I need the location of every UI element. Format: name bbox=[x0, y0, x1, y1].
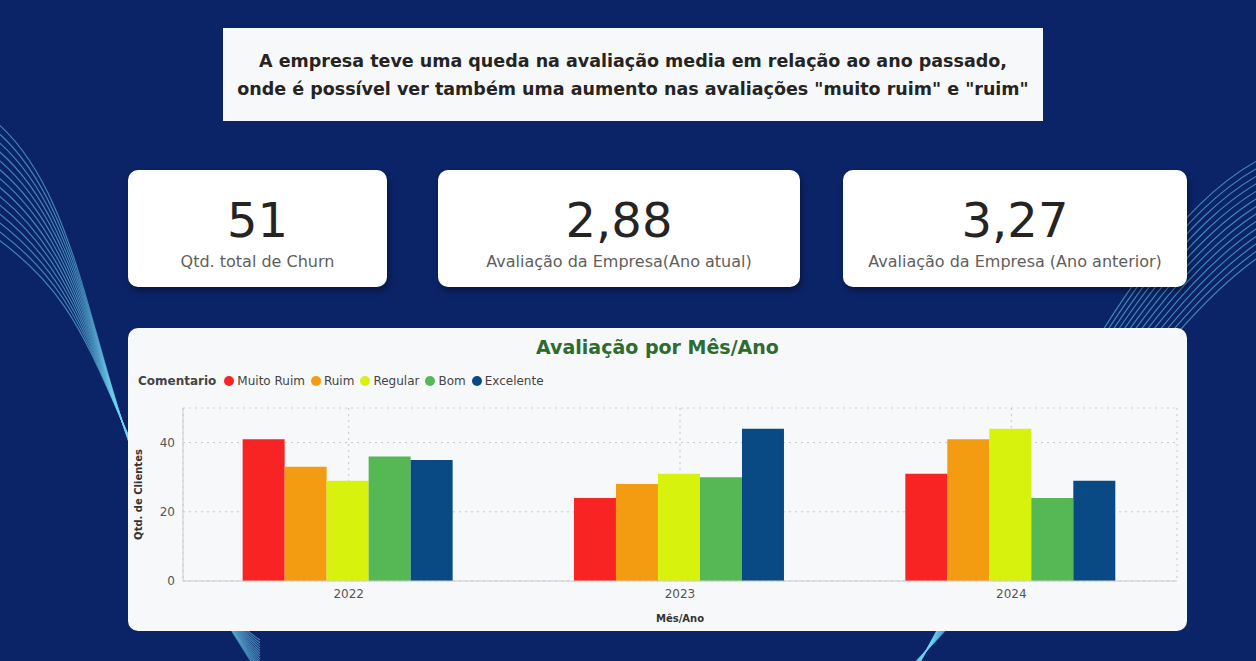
html-text:Comentario: Comentario bbox=[138, 374, 217, 388]
html-text:A empresa teve uma queda na av: A empresa teve uma queda na avaliação me… bbox=[237, 50, 1029, 99]
html-text:Excelente: Excelente bbox=[484, 374, 544, 388]
svg-text:2023: 2023 bbox=[665, 587, 696, 601]
html-text:Regular: Regular bbox=[373, 374, 420, 388]
svg-text:40: 40 bbox=[160, 436, 175, 450]
svg-text:0: 0 bbox=[167, 574, 175, 588]
svg-text:Mês/Ano: Mês/Ano bbox=[656, 613, 704, 624]
html-text:3,27: 3,27 bbox=[961, 192, 1069, 248]
html-text:Avaliação da Empresa (Ano ante: Avaliação da Empresa (Ano anterior) bbox=[868, 252, 1162, 271]
html-text:Avaliação da Empresa(Ano atual: Avaliação da Empresa(Ano atual) bbox=[486, 252, 752, 271]
html-text:Muito Ruim: Muito Ruim bbox=[237, 374, 305, 388]
html-text:51: 51 bbox=[227, 192, 288, 248]
html-text:Avaliação por Mês/Ano: Avaliação por Mês/Ano bbox=[536, 336, 779, 358]
svg-text:20: 20 bbox=[160, 505, 175, 519]
svg-text:2024: 2024 bbox=[996, 587, 1027, 601]
html-text:Bom: Bom bbox=[438, 374, 466, 388]
svg-text:2022: 2022 bbox=[333, 587, 364, 601]
html-text:2,88: 2,88 bbox=[565, 192, 673, 248]
html-text:Ruim: Ruim bbox=[324, 374, 355, 388]
svg-text:Qtd. de Clientes: Qtd. de Clientes bbox=[133, 449, 144, 540]
html-text:Qtd. total de Churn: Qtd. total de Churn bbox=[180, 252, 335, 271]
